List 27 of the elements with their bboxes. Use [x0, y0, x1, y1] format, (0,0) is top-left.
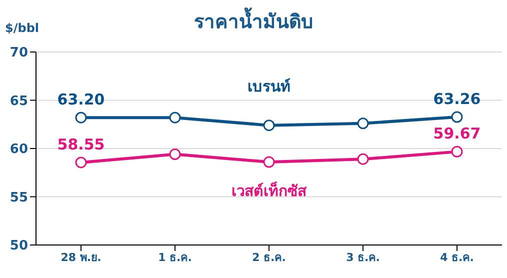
point — [75, 156, 87, 168]
y-tick-label: 70 — [10, 46, 28, 61]
point — [169, 112, 181, 124]
y-tick-label: 55 — [10, 190, 28, 206]
data-label: 59.67 — [433, 124, 481, 143]
series-label: เวสต์เท็กซัส — [232, 181, 308, 200]
point — [169, 148, 181, 160]
x-tick-label: 1 ธ.ค. — [158, 250, 192, 264]
series-label: เบรนท์ — [248, 77, 290, 96]
point — [451, 146, 463, 158]
point — [451, 111, 463, 123]
y-tick-label: 65 — [10, 94, 28, 109]
y-tick-label: 60 — [10, 142, 28, 158]
data-label: 58.55 — [57, 135, 105, 154]
x-tick-label: 28 พ.ย. — [60, 250, 102, 264]
data-label: 63.26 — [433, 90, 481, 108]
point — [357, 118, 369, 130]
point — [75, 112, 87, 124]
y-axis-title: $/bbl — [5, 21, 40, 35]
point — [263, 156, 275, 168]
x-tick-label: 2 ธ.ค. — [252, 250, 286, 264]
point — [357, 153, 369, 165]
y-tick-label: 50 — [10, 238, 28, 254]
x-tick-label: 3 ธ.ค. — [346, 250, 380, 264]
x-tick-label: 4 ธ.ค. — [440, 250, 474, 264]
point — [263, 120, 275, 132]
data-label: 63.20 — [57, 90, 105, 109]
